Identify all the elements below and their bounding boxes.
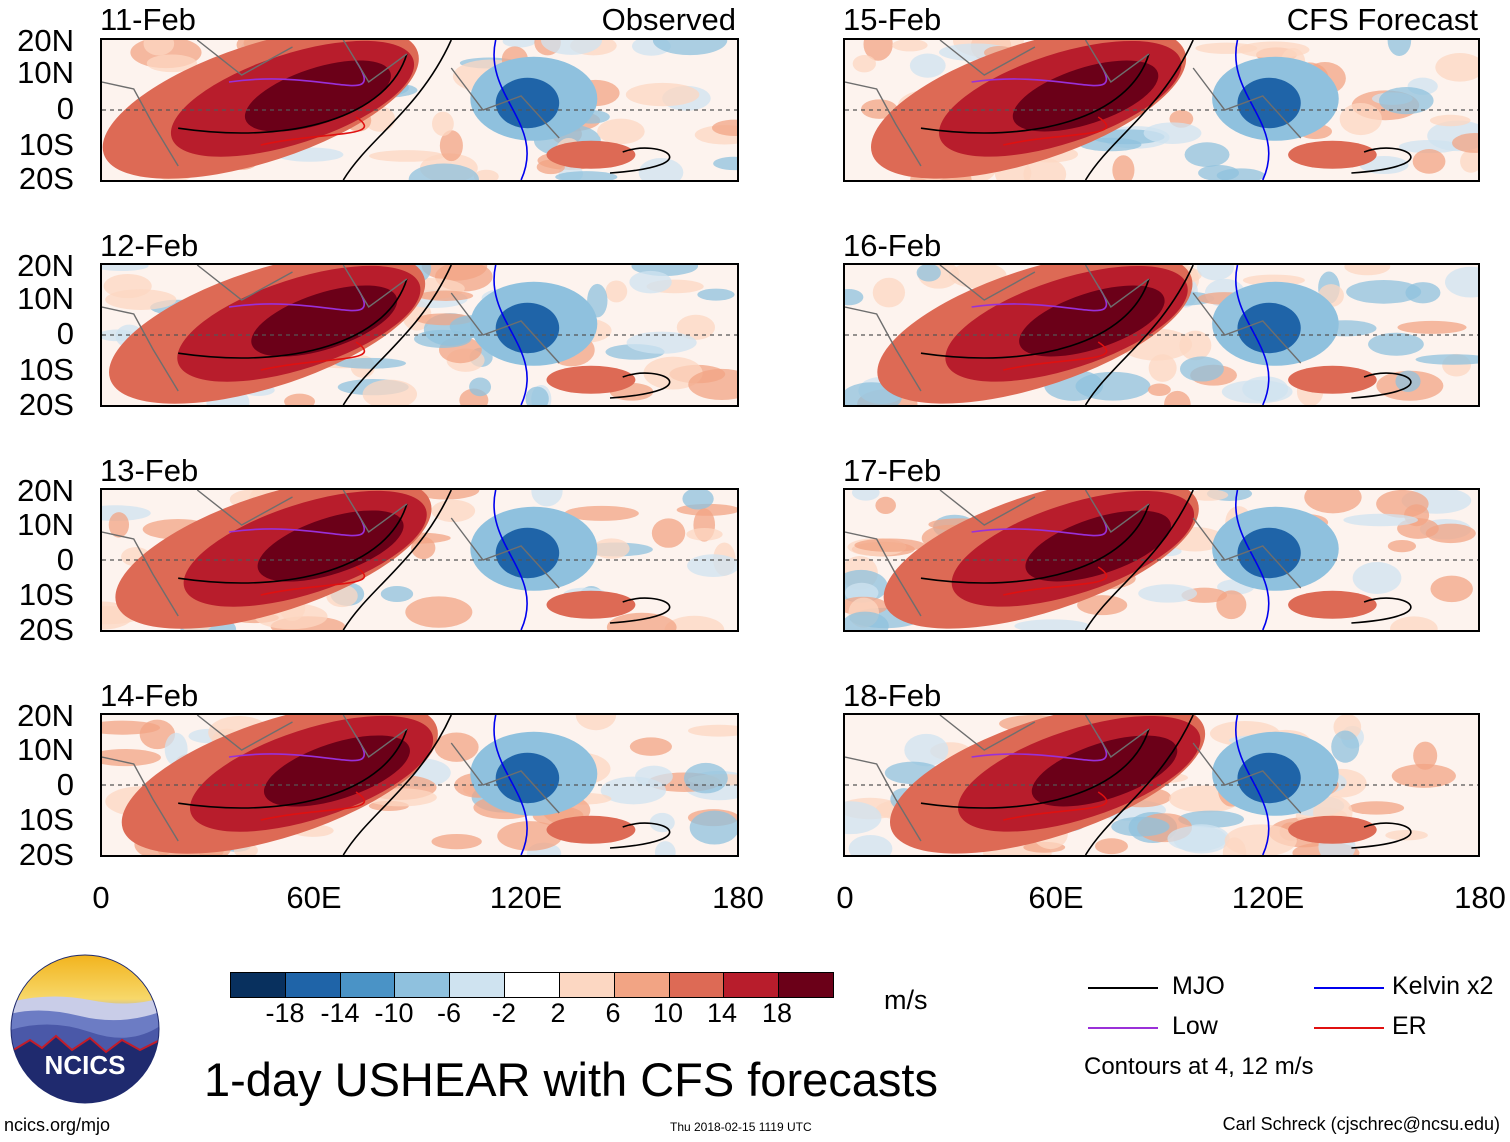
colorbar-swatch (285, 973, 341, 997)
colorbar-tick: 10 (652, 998, 684, 1028)
lon-label: 0 (92, 880, 110, 915)
colorbar-tick: 18 (761, 998, 793, 1028)
map-panel-fc-4 (843, 713, 1480, 857)
lat-label: 10S (18, 352, 74, 387)
lat-label: 0 (56, 91, 74, 126)
lon-label: 180 (1454, 880, 1506, 915)
colorbar-swatch (779, 973, 833, 997)
colorbar-swatch (505, 973, 560, 997)
author-credit: Carl Schreck (cjschrec@ncsu.edu) (1222, 1114, 1500, 1134)
contour-note: Contours at 4, 12 m/s (1084, 1053, 1314, 1080)
lat-label: 0 (56, 767, 74, 802)
date-label-fc-3: 17-Feb (843, 453, 942, 488)
legend-line-low (1088, 1027, 1158, 1029)
lat-label: 10S (18, 577, 74, 612)
map-panel-fc-1 (843, 38, 1480, 182)
colorbar-swatch (395, 973, 451, 997)
date-label-obs-3: 13-Feb (100, 453, 199, 488)
shear-field-map (102, 40, 737, 180)
colorbar-tick: 2 (550, 998, 566, 1028)
colorbar-swatch (559, 973, 615, 997)
shear-field-map (102, 265, 737, 405)
lon-label: 120E (1231, 880, 1305, 915)
lat-label: 0 (56, 542, 74, 577)
date-label-fc-2: 16-Feb (843, 228, 942, 263)
map-panel-obs-2 (100, 263, 739, 407)
lat-label: 10N (17, 507, 74, 542)
date-label-obs-4: 14-Feb (100, 678, 199, 713)
colorbar-swatch (614, 973, 670, 997)
lat-label: 10S (18, 802, 74, 837)
website-link[interactable]: ncics.org/mjo (4, 1115, 111, 1135)
colorbar (230, 972, 834, 998)
map-panel-fc-2 (843, 263, 1480, 407)
lat-label: 20N (17, 473, 74, 508)
shear-field-map (845, 265, 1478, 405)
observed-header: Observed (601, 2, 736, 37)
legend-label-low: Low (1172, 1012, 1218, 1040)
lon-label: 180 (712, 880, 764, 915)
colorbar-units: m/s (884, 985, 928, 1015)
date-label-fc-1: 15-Feb (843, 2, 942, 37)
lat-label: 20N (17, 23, 74, 58)
legend-line-mjo (1088, 987, 1158, 989)
legend-label-er: ER (1392, 1012, 1427, 1040)
map-panel-obs-1 (100, 38, 739, 182)
colorbar-tick: -6 (436, 998, 462, 1028)
lat-label: 0 (56, 316, 74, 351)
lat-label: 20S (18, 837, 74, 872)
date-label-fc-4: 18-Feb (843, 678, 942, 713)
legend-line-er (1314, 1027, 1384, 1029)
colorbar-tick: 6 (605, 998, 621, 1028)
colorbar-tick: -14 (320, 998, 360, 1028)
lat-label: 20S (18, 161, 74, 196)
colorbar-tick: -10 (374, 998, 414, 1028)
shear-field-map (845, 715, 1478, 855)
colorbar-swatch (340, 973, 396, 997)
colorbar-swatch (669, 973, 725, 997)
lon-label: 60E (286, 880, 342, 915)
lat-label: 20S (18, 387, 74, 422)
logo-text: NCICS (45, 1050, 126, 1080)
date-label-obs-1: 11-Feb (100, 2, 196, 37)
colorbar-tick: 14 (706, 998, 738, 1028)
forecast-header: CFS Forecast (1286, 2, 1478, 37)
lon-label: 60E (1028, 880, 1084, 915)
legend-line-kelvin (1314, 987, 1384, 989)
map-panel-fc-3 (843, 488, 1480, 632)
shear-field-map (102, 490, 737, 630)
lat-label: 10S (18, 127, 74, 162)
ncics-logo: NCICS (10, 954, 160, 1104)
lon-label: 0 (836, 880, 854, 915)
lat-label: 10N (17, 281, 74, 316)
colorbar-swatch (450, 973, 506, 997)
colorbar-tick: -2 (491, 998, 517, 1028)
main-title: 1-day USHEAR with CFS forecasts (204, 1053, 938, 1106)
lat-label: 10N (17, 732, 74, 767)
map-panel-obs-3 (100, 488, 739, 632)
lat-label: 20S (18, 612, 74, 647)
map-panel-obs-4 (100, 713, 739, 857)
lon-label: 120E (489, 880, 563, 915)
shear-field-map (845, 40, 1478, 180)
lat-label: 20N (17, 698, 74, 733)
timestamp: Thu 2018-02-15 1119 UTC (670, 1120, 812, 1134)
shear-field-map (845, 490, 1478, 630)
colorbar-swatch (231, 973, 286, 997)
lat-label: 20N (17, 248, 74, 283)
lat-label: 10N (17, 55, 74, 90)
legend-label-kelvin: Kelvin x2 (1392, 972, 1494, 1000)
colorbar-tick: -18 (265, 998, 305, 1028)
shear-field-map (102, 715, 737, 855)
date-label-obs-2: 12-Feb (100, 228, 199, 263)
legend-label-mjo: MJO (1172, 972, 1225, 1000)
colorbar-swatch (724, 973, 780, 997)
